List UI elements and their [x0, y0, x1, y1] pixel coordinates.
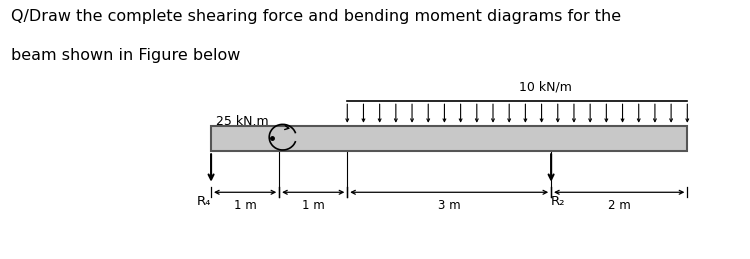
- Text: 1 m: 1 m: [302, 199, 325, 212]
- Text: beam shown in Figure below: beam shown in Figure below: [10, 47, 240, 62]
- Text: Q/Draw the complete shearing force and bending moment diagrams for the: Q/Draw the complete shearing force and b…: [10, 9, 621, 24]
- Text: 1 m: 1 m: [234, 199, 256, 212]
- Text: 10 kN/m: 10 kN/m: [519, 81, 572, 94]
- Bar: [211, 126, 687, 151]
- Text: 2 m: 2 m: [608, 199, 631, 212]
- Text: 25 kN.m: 25 kN.m: [216, 115, 268, 128]
- Text: 3 m: 3 m: [438, 199, 460, 212]
- Text: R₂: R₂: [551, 195, 566, 208]
- Text: R₄: R₄: [196, 195, 211, 208]
